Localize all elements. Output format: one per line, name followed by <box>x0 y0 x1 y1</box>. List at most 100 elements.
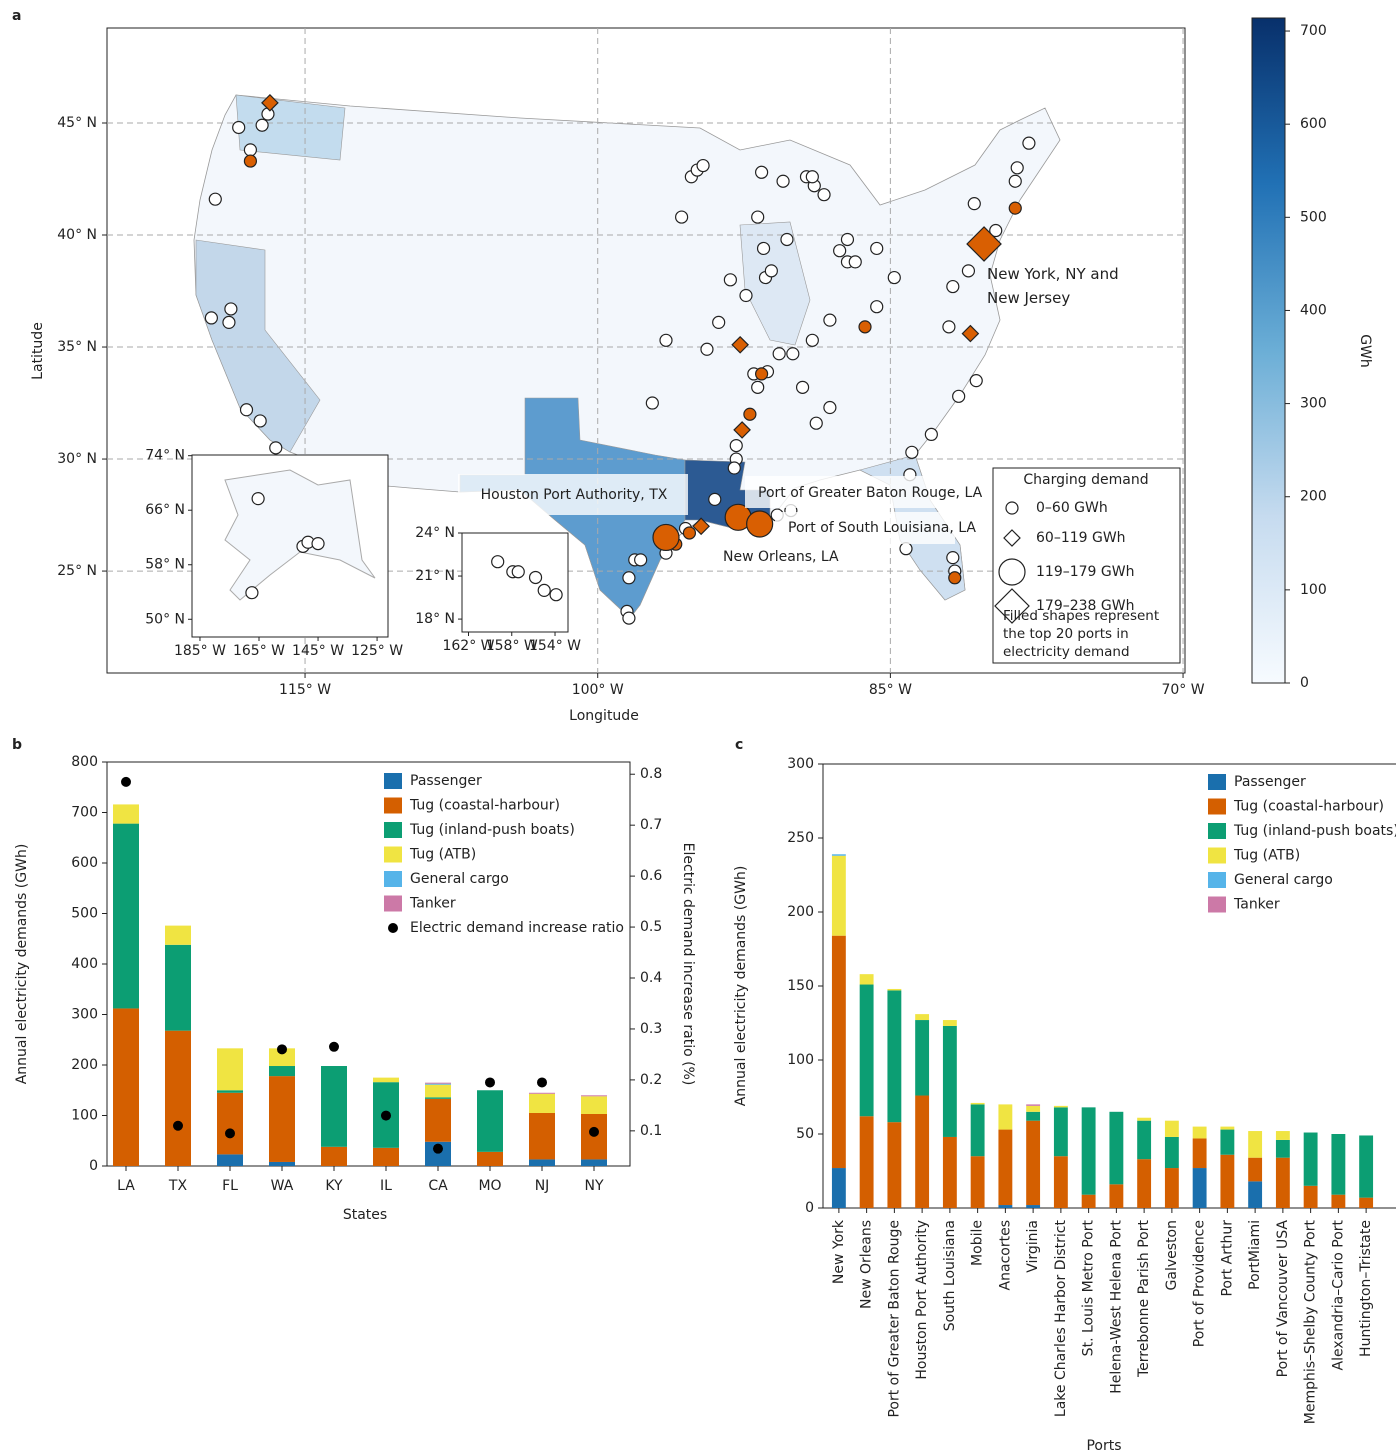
port-marker <box>887 270 901 285</box>
y2-tick-label: 0.3 <box>640 1021 662 1037</box>
port-marker <box>772 347 786 361</box>
y-axis-title: Annual electricity demands (GWh) <box>733 866 749 1107</box>
port-marker <box>239 403 254 417</box>
port-marker <box>1005 501 1019 515</box>
bar-segment <box>1275 1131 1290 1140</box>
bar-segment <box>1275 1157 1290 1208</box>
port-marker <box>905 445 919 459</box>
y-tick-label: 300 <box>787 756 814 772</box>
port-marker <box>1003 529 1021 547</box>
bar-segment <box>1026 1205 1041 1208</box>
bar-segment <box>1331 1194 1346 1208</box>
bar-segment <box>529 1159 555 1166</box>
y-tick-label: 200 <box>71 1057 98 1073</box>
y-tick-label: 400 <box>71 956 98 972</box>
bar-segment <box>1248 1181 1263 1208</box>
port-marker <box>243 143 258 157</box>
x-tick-label: Virginia <box>1025 1220 1041 1273</box>
x-tick-label: Port of Greater Baton Rouge <box>886 1220 902 1418</box>
panel-label: a <box>12 8 21 24</box>
x-tick-label: Terrebonne Parish Port <box>1136 1219 1152 1378</box>
y-tick-label: 0 <box>805 1200 814 1216</box>
x-tick-label: New York <box>831 1219 847 1284</box>
port-marker <box>645 396 659 410</box>
colorbar-tick-label: 400 <box>1300 302 1327 318</box>
legend-swatch <box>1208 798 1226 815</box>
y-tick-label: 150 <box>787 978 814 994</box>
y-tick-label: 800 <box>71 754 98 770</box>
port-marker <box>622 571 636 585</box>
legend-label: Passenger <box>410 773 482 789</box>
bar-segment <box>269 1076 295 1162</box>
bar-segment <box>425 1098 451 1142</box>
y-tick-label: 35° N <box>57 339 97 355</box>
bar-segment <box>1109 1184 1124 1208</box>
bar-segment <box>1026 1105 1041 1112</box>
y-tick-label: 66° N <box>145 502 185 518</box>
x-tick-label: South Louisiana <box>942 1220 958 1331</box>
port-marker <box>755 367 769 381</box>
ratio-dot <box>277 1044 287 1055</box>
bar-segment <box>831 935 846 1169</box>
bar-segment <box>425 1097 451 1099</box>
x-tick-label: Houston Port Authority <box>914 1220 930 1380</box>
ratio-dot <box>225 1128 235 1139</box>
inset-alaska: 185° W 165° W 145° W 125° W 74° N 66° N 58° N 5… <box>145 448 403 659</box>
bar-segment <box>915 1095 930 1208</box>
x-tick-label: Huntington–Tristate <box>1358 1220 1374 1357</box>
x-axis-title: Longitude <box>569 708 639 724</box>
port-marker <box>946 279 960 294</box>
port-marker <box>966 226 1002 262</box>
ratio-dot <box>121 776 131 787</box>
port-marker <box>809 416 823 430</box>
x-tick-label: Alexandria–Cario Port <box>1330 1219 1346 1370</box>
legend-title: Charging demand <box>1023 472 1148 488</box>
port-marker <box>833 244 847 258</box>
legend-label: Tug (inland-push boats) <box>1233 823 1396 839</box>
legend-label: Tanker <box>1233 897 1280 913</box>
ratio-dot <box>589 1126 599 1137</box>
legend-swatch <box>388 923 398 933</box>
legend-swatch <box>384 822 402 838</box>
port-marker <box>659 333 673 347</box>
port-marker <box>805 333 819 347</box>
bar-segment <box>269 1161 295 1166</box>
port-marker <box>634 553 648 567</box>
bar-segment <box>1192 1126 1207 1139</box>
x-tick-label: New Orleans <box>859 1220 875 1309</box>
port-marker <box>739 288 753 303</box>
bar-segment <box>998 1104 1013 1130</box>
port-marker <box>817 188 831 202</box>
port-marker <box>652 523 680 552</box>
x-tick-label: 125° W <box>351 643 403 659</box>
map-grid <box>107 28 1185 673</box>
port-marker <box>870 241 884 256</box>
bar-segment <box>373 1147 399 1166</box>
port-marker <box>969 374 983 388</box>
port-marker <box>727 461 741 475</box>
x-tick-label: CA <box>428 1178 448 1194</box>
y-tick-label: 250 <box>787 830 814 846</box>
port-marker <box>776 174 790 188</box>
x-tick-label: Port Arthur <box>1219 1220 1235 1297</box>
annotation-box <box>745 476 985 508</box>
ratio-dot <box>329 1041 339 1052</box>
ratio-dot <box>537 1077 547 1088</box>
port-marker <box>756 241 771 256</box>
colorbar-tick-label: 0 <box>1300 675 1309 691</box>
port-marker <box>870 300 884 314</box>
port-marker <box>786 347 800 361</box>
ratio-dot <box>381 1110 391 1121</box>
port-marker <box>858 320 872 334</box>
inset-frame <box>461 532 569 633</box>
map-legend-box <box>992 467 1181 664</box>
x-tick-label: NY <box>584 1178 603 1194</box>
port-marker <box>311 537 325 551</box>
port-marker <box>682 526 697 540</box>
bar-segment <box>425 1084 451 1098</box>
port-marker <box>251 492 265 506</box>
bar-segment <box>942 1136 957 1208</box>
y-tick-label: 40° N <box>57 227 97 243</box>
x-tick-label: Port of Vancouver USA <box>1275 1220 1291 1378</box>
bar-segment <box>425 1082 451 1084</box>
